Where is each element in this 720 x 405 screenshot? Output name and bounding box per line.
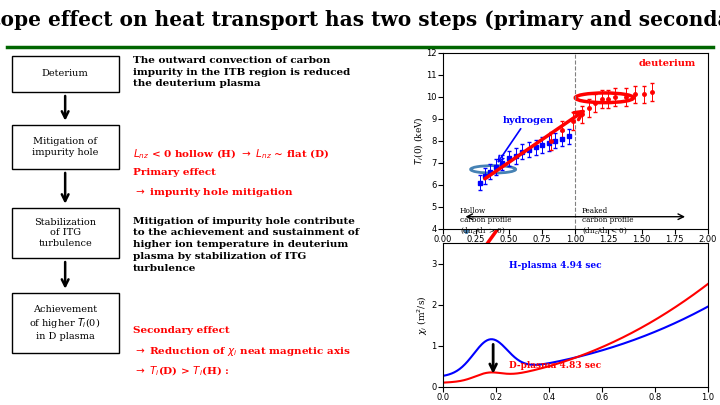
Text: Mitigation of impurity hole contribute
to the achievement and sustainment of
hig: Mitigation of impurity hole contribute t… — [133, 217, 359, 273]
X-axis label: $r_{eff}/a_{99}$: $r_{eff}/a_{99}$ — [560, 403, 590, 405]
Text: $\rightarrow$ Reduction of $\chi_i$ neat magnetic axis: $\rightarrow$ Reduction of $\chi_i$ neat… — [133, 345, 351, 358]
Text: $\rightarrow$ $T_i$(D) > $T_i$(H) :: $\rightarrow$ $T_i$(D) > $T_i$(H) : — [133, 364, 230, 378]
Y-axis label: $\chi_i$ (m$^2$/s): $\chi_i$ (m$^2$/s) — [415, 295, 430, 335]
Text: $L_{nz}$ < 0 hollow (H) $\rightarrow$ $L_{nz}$ ~ flat (D): $L_{nz}$ < 0 hollow (H) $\rightarrow$ $L… — [133, 148, 330, 162]
FancyBboxPatch shape — [12, 293, 119, 353]
Text: Mitigation of
impurity hole: Mitigation of impurity hole — [32, 137, 99, 156]
X-axis label: $n_c$(axis)/$n_c$(ITB-foot): $n_c$(axis)/$n_c$(ITB-foot) — [529, 245, 621, 258]
FancyBboxPatch shape — [12, 208, 119, 258]
Text: hydrogen: hydrogen — [503, 116, 554, 125]
Text: deuterium: deuterium — [639, 59, 696, 68]
Text: Isotope effect on heat transport has two steps (primary and secondary): Isotope effect on heat transport has two… — [0, 10, 720, 30]
FancyBboxPatch shape — [12, 125, 119, 169]
Text: The outward convection of carbon
impurity in the ITB region is reduced
the deute: The outward convection of carbon impurit… — [133, 56, 351, 88]
Text: Secondary effect: Secondary effect — [133, 326, 230, 335]
Text: Stabilization
of ITG
turbulence: Stabilization of ITG turbulence — [34, 218, 96, 248]
Text: Hollow
carbon profile
(dn$_c$/dr > 0): Hollow carbon profile (dn$_c$/dr > 0) — [460, 207, 511, 236]
Text: D-plasma 4.83 sec: D-plasma 4.83 sec — [509, 361, 601, 370]
Text: Deterium: Deterium — [42, 69, 89, 79]
Text: Primary effect: Primary effect — [133, 168, 216, 177]
Y-axis label: $T_i$(0) (keV): $T_i$(0) (keV) — [412, 116, 425, 165]
Text: Achievement
of higher $T_i$(0)
in D plasma: Achievement of higher $T_i$(0) in D plas… — [30, 305, 101, 341]
FancyBboxPatch shape — [12, 56, 119, 92]
Text: $\rightarrow$ impurity hole mitigation: $\rightarrow$ impurity hole mitigation — [133, 186, 294, 199]
Text: H-plasma 4.94 sec: H-plasma 4.94 sec — [509, 261, 602, 270]
Text: Peaked
carbon profile
(dn$_c$/dr < 0): Peaked carbon profile (dn$_c$/dr < 0) — [582, 207, 634, 236]
